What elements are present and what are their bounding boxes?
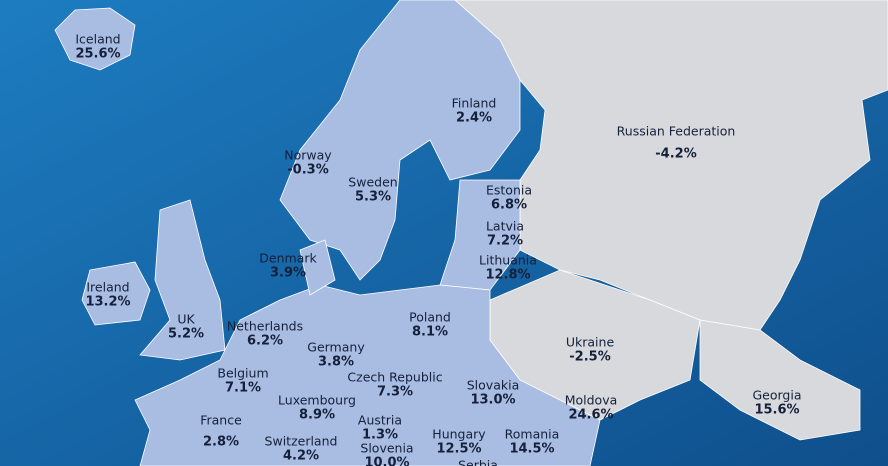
country-value: 4.2%	[283, 449, 319, 464]
country-name: Luxembourg	[278, 393, 356, 408]
caucasus-land	[699, 319, 861, 441]
country-name: Austria	[358, 413, 402, 428]
country-name: Lithuania	[479, 253, 537, 268]
iceland-land	[54, 7, 136, 71]
country-name: Netherlands	[227, 319, 303, 334]
country-value: 13.0%	[470, 393, 515, 408]
country-name: Slovakia	[467, 378, 519, 393]
continent-land	[134, 284, 601, 466]
country-value: 8.1%	[412, 325, 448, 340]
country-value: 3.8%	[318, 355, 354, 370]
country-value: -2.5%	[569, 350, 610, 365]
country-value: 1.3%	[362, 428, 398, 443]
country-name: Switzerland	[265, 434, 338, 449]
country-name: Georgia	[752, 388, 801, 403]
scandinavia-land	[279, 0, 521, 281]
country-value: 13.2%	[85, 295, 130, 310]
country-value: 10.0%	[364, 456, 409, 466]
country-value: 25.6%	[75, 47, 120, 62]
country-name: Poland	[409, 310, 451, 325]
country-name: Estonia	[486, 183, 532, 198]
country-name: Czech Republic	[347, 370, 442, 385]
country-value: 7.1%	[225, 381, 261, 396]
country-name: Belgium	[217, 366, 268, 381]
country-value: 5.3%	[355, 190, 391, 205]
country-name: Ireland	[86, 280, 129, 295]
country-value: -4.2%	[655, 147, 696, 162]
country-value: 7.3%	[377, 385, 413, 400]
country-value: 24.6%	[568, 408, 613, 423]
country-name: Hungary	[432, 427, 486, 442]
country-name: Sweden	[348, 175, 397, 190]
country-name: Russian Federation	[617, 124, 736, 139]
country-name: Norway	[284, 148, 332, 163]
country-name: Iceland	[75, 32, 120, 47]
country-value: 3.9%	[270, 266, 306, 281]
country-name: Latvia	[486, 219, 524, 234]
country-name: Denmark	[259, 251, 317, 266]
country-name: Ukraine	[566, 335, 615, 350]
ireland-land	[81, 261, 151, 326]
country-value: 2.8%	[203, 435, 239, 450]
country-name: Slovenia	[360, 441, 413, 456]
country-value: 5.2%	[168, 327, 204, 342]
country-value: 8.9%	[299, 408, 335, 423]
country-name: Romania	[505, 427, 560, 442]
country-value: 2.4%	[456, 111, 492, 126]
country-name: Germany	[307, 340, 365, 355]
country-name: UK	[177, 312, 195, 327]
country-name: Serbia	[458, 458, 498, 466]
country-value: 6.8%	[491, 198, 527, 213]
country-name: France	[200, 413, 242, 428]
britain-land	[139, 199, 226, 361]
country-name: Moldova	[565, 393, 618, 408]
denmark-land	[299, 239, 336, 296]
country-value: -0.3%	[287, 163, 328, 178]
country-value: 12.8%	[485, 268, 530, 283]
country-name: Finland	[452, 96, 497, 111]
country-value: 7.2%	[487, 234, 523, 249]
country-value: 15.6%	[754, 403, 799, 418]
country-value: 14.5%	[509, 442, 554, 457]
country-value: 6.2%	[247, 334, 283, 349]
country-value: 12.5%	[436, 442, 481, 457]
